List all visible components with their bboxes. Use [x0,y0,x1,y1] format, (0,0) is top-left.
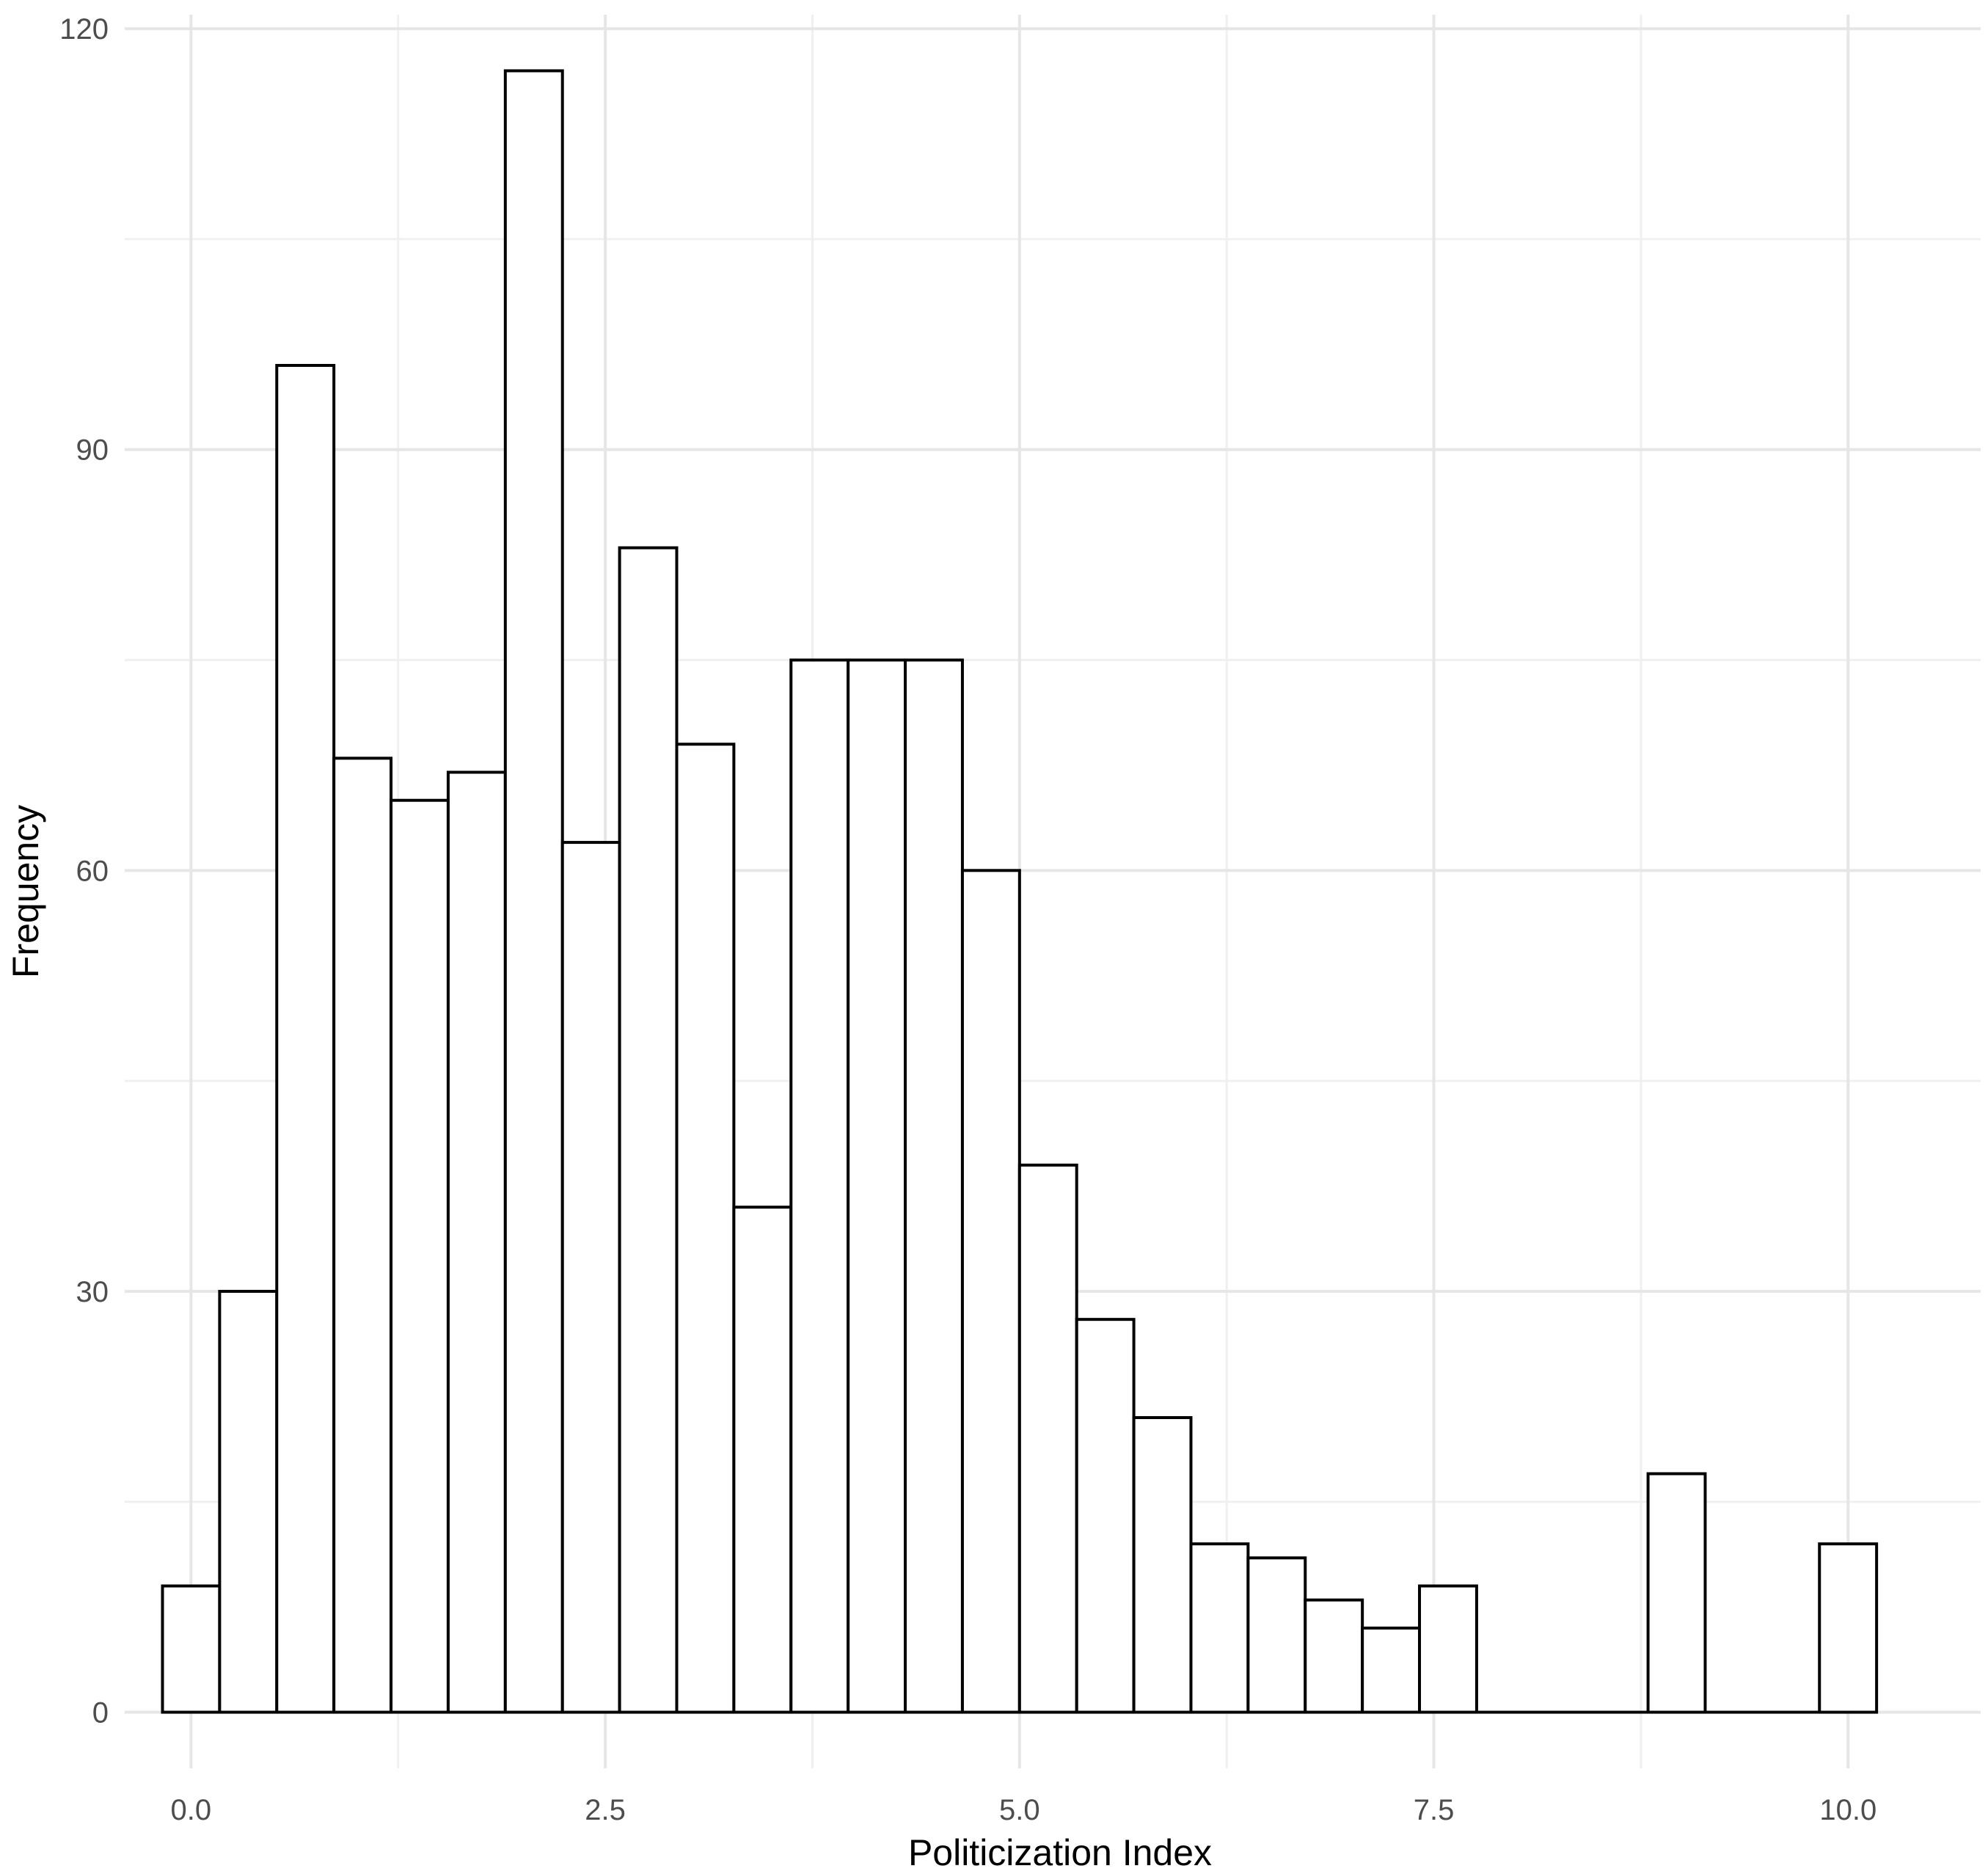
y-tick-label: 0 [92,1697,109,1729]
histogram-bar [446,770,507,1714]
histogram-bar [1304,1598,1364,1714]
histogram-bar [675,743,736,1714]
y-tick-label: 60 [76,855,109,887]
histogram-bar [332,756,393,1714]
histogram-bar [560,841,621,1714]
x-tick-label: 7.5 [1414,1794,1455,1826]
histogram-bar [732,1206,793,1714]
x-tick-labels: 0.0 2.5 5.0 7.5 10.0 [171,1794,1877,1826]
x-tick-label: 0.0 [171,1794,212,1826]
x-tick-label: 5.0 [999,1794,1040,1826]
histogram-bar [503,69,564,1714]
y-tick-label: 90 [76,434,109,467]
histogram-bar [1818,1542,1879,1714]
y-tick-label: 120 [59,13,109,45]
histogram-bar [1017,1163,1078,1714]
y-axis-title: Frequency [5,805,46,978]
histogram-bar [1246,1556,1307,1714]
histogram-bar [904,658,964,1714]
histogram-bar [1646,1472,1707,1714]
histogram-bar [1361,1626,1422,1714]
histogram-bar [218,1289,279,1714]
histogram-bar [1075,1318,1136,1714]
histogram-bar [1189,1542,1250,1714]
histogram-bar [275,364,336,1714]
histogram-bar [789,658,850,1714]
bars [161,69,1879,1714]
histogram-bar [390,798,450,1714]
histogram-bar [161,1584,222,1714]
x-tick-label: 2.5 [585,1794,626,1826]
y-tick-label: 30 [76,1276,109,1308]
histogram-bar [1418,1584,1478,1714]
x-axis-title: Politicization Index [908,1832,1212,1873]
histogram-bar [1132,1416,1193,1714]
y-tick-labels: 0 30 60 90 120 [59,13,109,1729]
histogram-bar [847,658,907,1714]
histogram-bar [960,869,1021,1714]
x-tick-label: 10.0 [1819,1794,1876,1826]
histogram-bar [618,546,679,1714]
